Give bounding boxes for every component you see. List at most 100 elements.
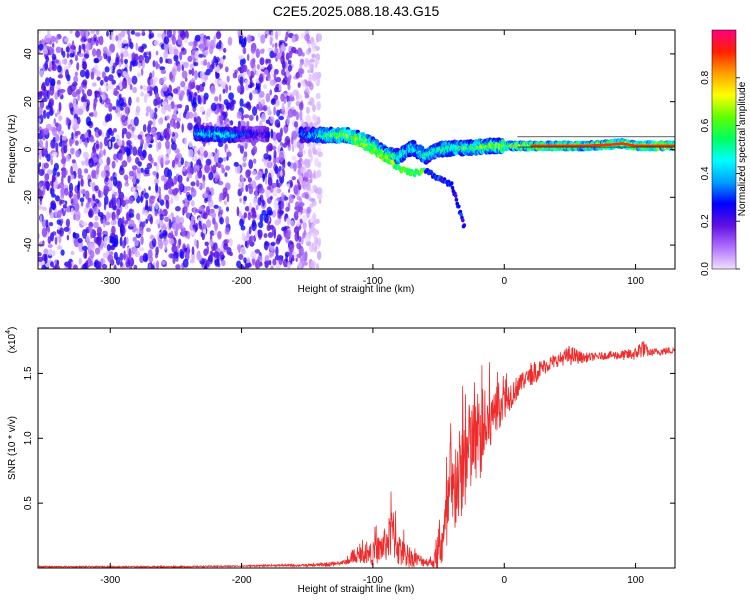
spectrogram-noise-cell	[50, 261, 54, 268]
spectrogram-noise-cell	[84, 139, 88, 148]
spectrogram-noise-cell	[318, 198, 322, 204]
spectrogram-noise-cell	[290, 220, 295, 227]
spectrogram-noise-cell	[240, 246, 246, 255]
spectrogram-noise-cell	[113, 128, 117, 133]
spectrogram-noise-cell	[189, 219, 195, 226]
spectrogram-noise-cell	[116, 208, 121, 216]
spectrogram-noise-cell	[305, 57, 309, 63]
spectrogram-noise-cell	[68, 61, 71, 69]
spectrogram-noise-cell	[232, 72, 238, 79]
spectrogram-noise-cell	[229, 102, 235, 111]
spectrogram-noise-cell	[94, 91, 101, 98]
spectrogram-noise-cell	[168, 84, 173, 94]
spectrogram-noise-cell	[266, 224, 271, 232]
spectrogram-noise-cell	[57, 91, 60, 98]
spectrogram-noise-cell	[305, 106, 310, 115]
spectrogram-noise-cell	[104, 66, 110, 73]
spectrogram-noise-cell	[318, 237, 322, 247]
spectrogram-noise-cell	[267, 73, 271, 82]
spectrogram-noise-cell	[136, 228, 140, 235]
spectrogram-noise-cell	[194, 208, 200, 213]
spectrogram-noise-cell	[254, 249, 261, 254]
spectrogram-noise-cell	[193, 163, 197, 174]
spectrogram-noise-cell	[95, 30, 100, 36]
spectrogram-noise-cell	[179, 94, 183, 100]
spectrogram-noise-cell	[156, 33, 162, 38]
spectrogram-noise-cell	[186, 166, 193, 176]
spectrogram-noise-cell	[194, 238, 197, 247]
spectrogram-noise-cell	[45, 55, 49, 63]
spectrogram-noise-cell	[222, 55, 226, 60]
spectrogram-noise-cell	[242, 64, 248, 73]
spectrogram-noise-cell	[66, 52, 70, 59]
spectrogram-noise-cell	[111, 79, 116, 85]
spectrogram-noise-cell	[184, 37, 188, 44]
spectrogram-noise-cell	[105, 211, 111, 221]
spectrogram-noise-cell	[228, 92, 235, 100]
spectrogram-noise-cell	[116, 98, 120, 109]
spectrogram-noise-cell	[99, 141, 103, 150]
spectrogram-noise-cell	[51, 63, 57, 72]
spectrogram-noise-cell	[65, 69, 69, 79]
spectrogram-noise-cell	[132, 168, 137, 179]
spectrogram-noise-cell	[252, 89, 258, 95]
spectrogram-noise-cell	[281, 68, 286, 76]
spectrogram-noise-cell	[55, 195, 60, 202]
spectrogram-noise-cell	[247, 71, 252, 78]
spectrogram-noise-cell	[41, 97, 48, 103]
spectrogram-noise-cell	[226, 75, 230, 83]
spectrogram-noise-cell	[246, 262, 252, 268]
spectrogram-noise-cell	[267, 232, 274, 238]
spectrogram-noise-cell	[225, 165, 231, 171]
spectrogram-noise-cell	[263, 240, 269, 251]
spectrogram-noise-cell	[130, 30, 136, 35]
spectrogram-noise-cell	[194, 222, 199, 231]
spectrogram-noise-cell	[301, 214, 308, 223]
spectrogram-noise-cell	[160, 69, 167, 74]
spectrogram-noise-cell	[187, 148, 194, 158]
spectrogram-noise-cell	[94, 185, 99, 192]
spectrogram-noise-cell	[59, 227, 64, 237]
spectrogram-noise-cell	[209, 250, 214, 258]
spectrogram-track-cell	[265, 132, 270, 138]
spectrogram-noise-cell	[189, 230, 196, 236]
spectrogram-noise-cell	[155, 50, 159, 56]
spectrogram-noise-cell	[186, 194, 193, 201]
spectrogram-noise-cell	[286, 230, 291, 240]
spectrogram-noise-cell	[244, 79, 249, 85]
spectrogram-noise-cell	[111, 211, 116, 222]
spectrogram-noise-cell	[298, 175, 303, 183]
spectrogram-noise-cell	[312, 184, 318, 190]
spectrogram-noise-cell	[113, 191, 118, 197]
spectrogram-noise-cell	[317, 250, 322, 260]
spectrogram-noise-cell	[152, 70, 155, 78]
spectrogram-noise-cell	[55, 35, 59, 44]
spectrogram-noise-cell	[190, 181, 196, 187]
spectrogram-noise-cell	[109, 251, 114, 256]
spectrogram-noise-cell	[123, 30, 128, 34]
spectrogram-noise-cell	[56, 171, 61, 177]
spectrogram-noise-cell	[287, 108, 294, 118]
spectrogram-noise-cell	[266, 185, 272, 191]
spectrogram-noise-cell	[112, 62, 118, 68]
spectrogram-noise-cell	[50, 186, 55, 196]
spectrogram-noise-cell	[197, 150, 201, 155]
spectrogram-noise-cell	[306, 80, 312, 87]
spectrogram-noise-cell	[269, 116, 275, 124]
spectrogram-noise-cell	[58, 101, 62, 112]
spectrogram-noise-cell	[278, 81, 282, 91]
spectrogram-noise-cell	[185, 186, 192, 191]
spectrogram-noise-cell	[203, 96, 207, 105]
spectrogram-noise-cell	[59, 199, 62, 206]
spectrogram-noise-cell	[215, 153, 219, 163]
spectrogram-noise-cell	[159, 199, 165, 206]
spectrogram-noise-cell	[50, 139, 56, 149]
spectrogram-noise-cell	[259, 57, 265, 66]
spectrogram-noise-cell	[291, 176, 296, 181]
spectrogram-noise-cell	[119, 236, 123, 247]
spectrogram-noise-cell	[252, 197, 258, 207]
spectrogram-noise-cell	[101, 264, 108, 269]
spectrogram-noise-cell	[246, 101, 250, 108]
spectrogram-noise-cell	[172, 189, 177, 195]
spectrogram-noise-cell	[115, 34, 119, 42]
